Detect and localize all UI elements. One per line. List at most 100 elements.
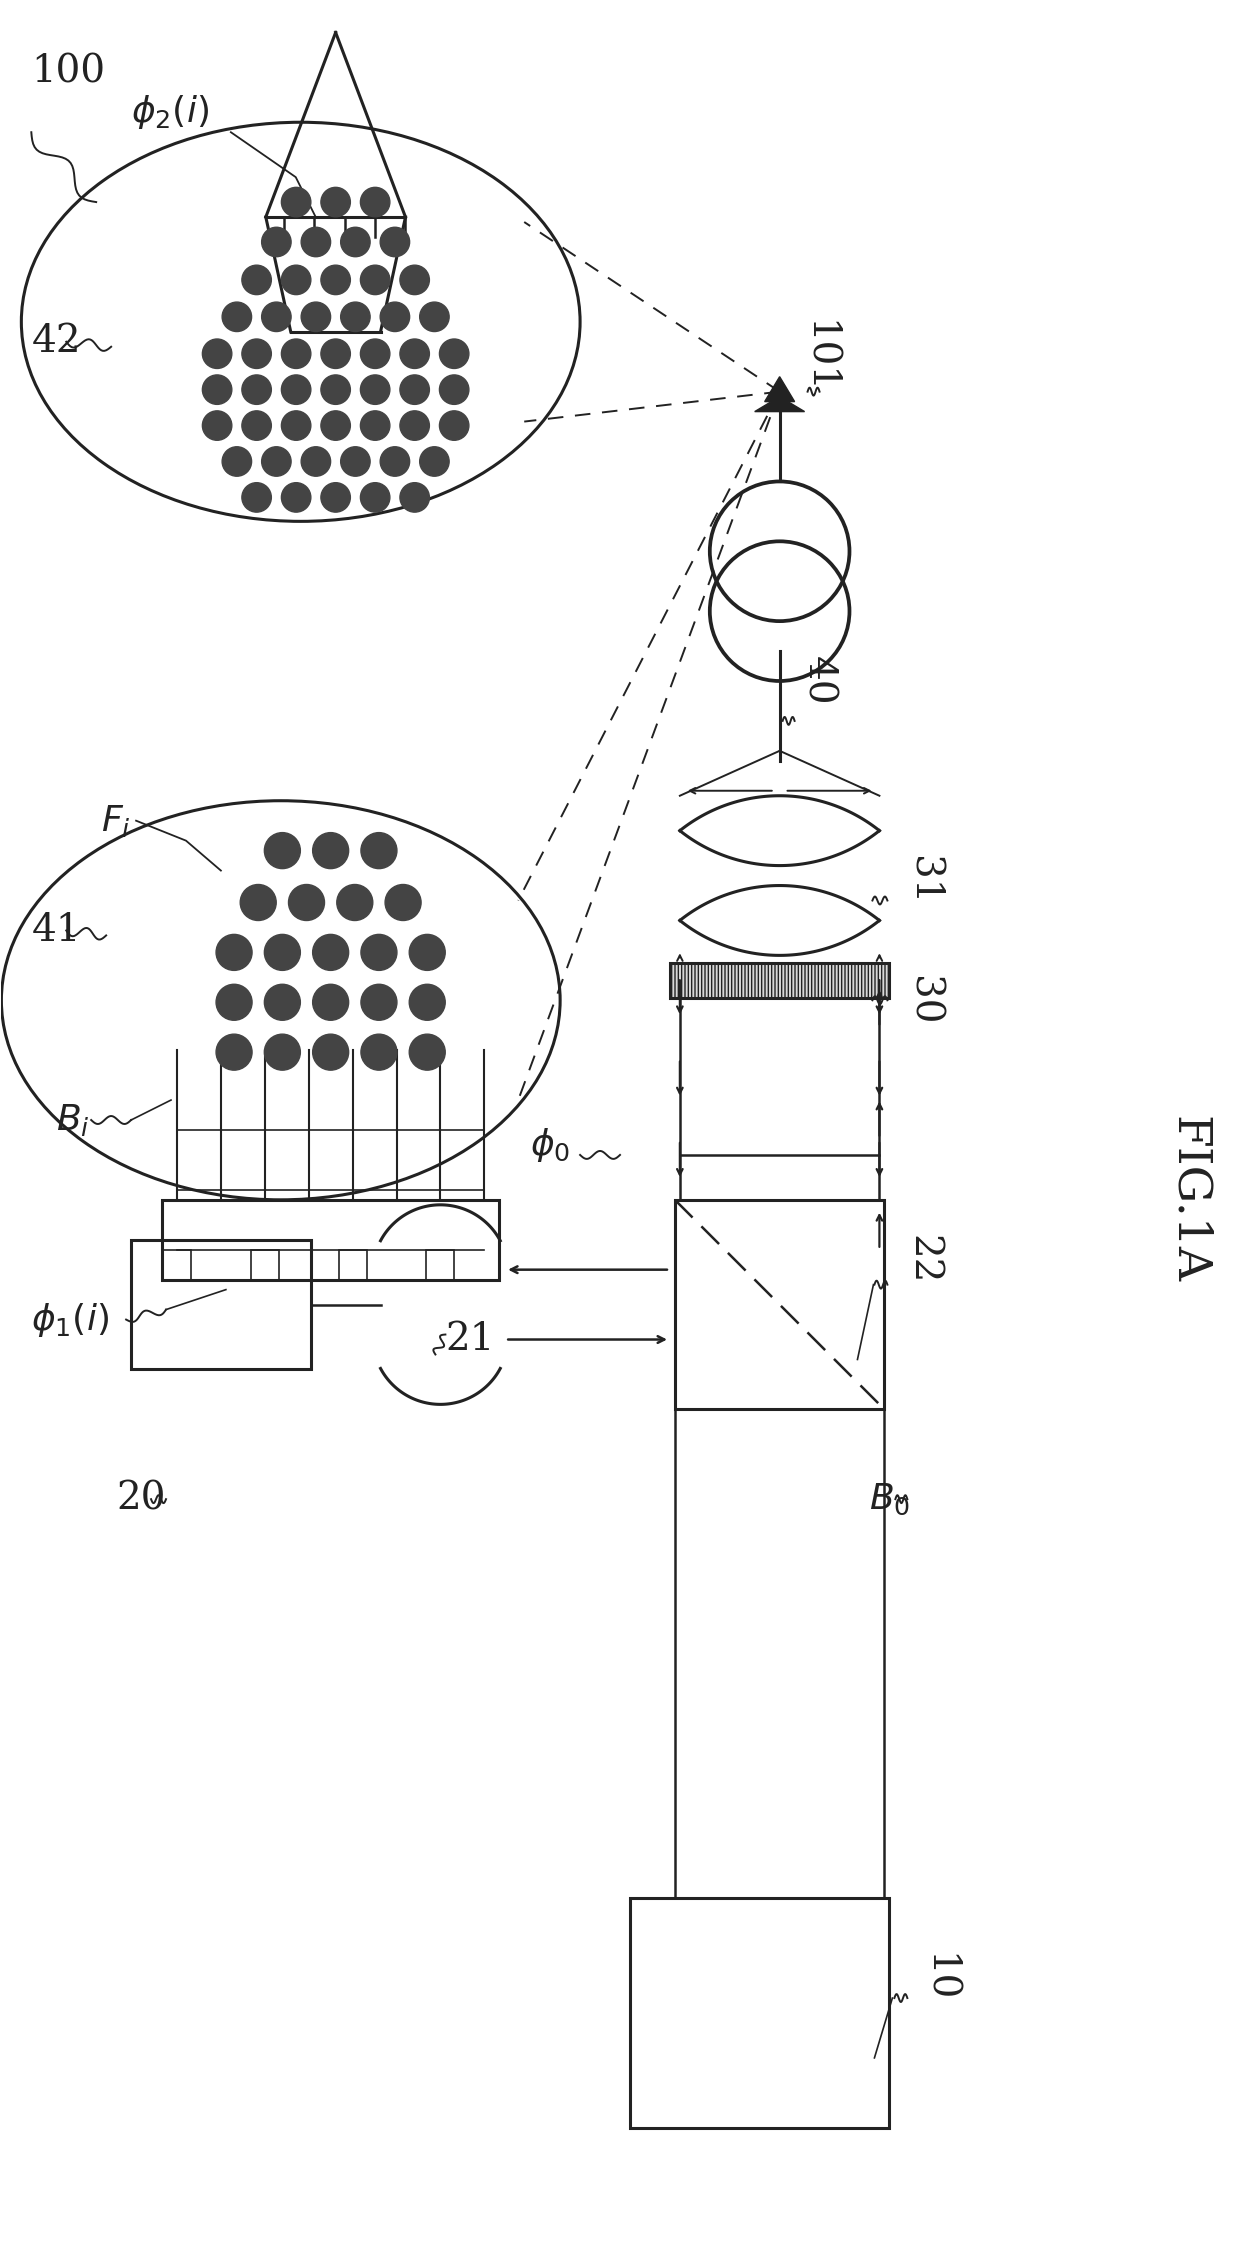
Circle shape [281,411,311,441]
Circle shape [361,265,389,294]
Circle shape [242,265,272,294]
Bar [162,1200,500,1279]
Circle shape [321,187,351,216]
Circle shape [312,1034,348,1070]
Circle shape [242,339,272,369]
Text: $\phi_0$: $\phi_0$ [531,1126,570,1164]
Circle shape [381,447,409,477]
Circle shape [262,301,291,330]
Circle shape [409,985,445,1021]
Circle shape [281,375,311,405]
Circle shape [439,339,469,369]
Circle shape [202,411,232,441]
Circle shape [321,375,351,405]
Circle shape [222,447,252,477]
Circle shape [264,985,300,1021]
Bar [250,1250,279,1279]
Circle shape [341,447,370,477]
Circle shape [216,935,252,971]
Circle shape [361,375,389,405]
Circle shape [264,1034,300,1070]
Text: 40: 40 [800,656,837,706]
Circle shape [281,339,311,369]
Circle shape [361,483,389,513]
Circle shape [439,375,469,405]
Circle shape [381,301,409,330]
Bar [427,1250,454,1279]
Circle shape [361,187,389,216]
Bar [162,1250,191,1279]
Bar [670,964,889,998]
Circle shape [409,935,445,971]
Text: $B_0$: $B_0$ [869,1481,910,1517]
Circle shape [439,411,469,441]
Bar [131,1239,311,1369]
Circle shape [321,265,351,294]
Circle shape [341,301,370,330]
Circle shape [419,447,449,477]
Circle shape [312,935,348,971]
Bar [675,1200,884,1409]
Circle shape [262,227,291,256]
Circle shape [301,227,331,256]
Circle shape [202,339,232,369]
Circle shape [361,985,397,1021]
Circle shape [321,339,351,369]
Circle shape [401,265,429,294]
Circle shape [216,1034,252,1070]
Circle shape [341,227,370,256]
Text: 101: 101 [800,319,837,393]
Circle shape [264,935,300,971]
Text: $B_i$: $B_i$ [56,1102,91,1137]
Circle shape [241,883,277,919]
Circle shape [301,447,331,477]
Bar [339,1250,367,1279]
Circle shape [401,411,429,441]
Circle shape [361,339,389,369]
Text: 30: 30 [904,976,941,1025]
Circle shape [361,832,397,868]
Circle shape [401,483,429,513]
Circle shape [321,483,351,513]
Text: 20: 20 [117,1481,166,1517]
Text: 22: 22 [904,1234,941,1284]
Circle shape [321,411,351,441]
Polygon shape [755,396,805,411]
Circle shape [337,883,373,919]
Circle shape [301,301,331,330]
Polygon shape [765,378,795,402]
Circle shape [409,1034,445,1070]
Circle shape [222,301,252,330]
Text: $\phi_2(i)$: $\phi_2(i)$ [131,92,210,130]
Text: 100: 100 [31,54,105,90]
Text: 41: 41 [31,913,81,949]
Circle shape [401,375,429,405]
Circle shape [281,265,311,294]
Text: 10: 10 [919,1954,956,2003]
Circle shape [386,883,422,919]
Circle shape [281,187,311,216]
Text: 42: 42 [31,324,81,360]
Circle shape [401,339,429,369]
Bar [630,1897,889,2129]
Circle shape [242,411,272,441]
Text: 21: 21 [445,1322,495,1358]
Text: $F_i$: $F_i$ [102,803,131,839]
Circle shape [202,375,232,405]
Text: $\phi_1(i)$: $\phi_1(i)$ [31,1302,109,1338]
Text: 31: 31 [904,856,941,906]
Circle shape [216,985,252,1021]
Circle shape [419,301,449,330]
Circle shape [361,1034,397,1070]
Circle shape [289,883,325,919]
Circle shape [312,985,348,1021]
Circle shape [361,935,397,971]
Circle shape [242,375,272,405]
Circle shape [262,447,291,477]
Circle shape [381,227,409,256]
Circle shape [361,411,389,441]
Circle shape [264,832,300,868]
Circle shape [281,483,311,513]
Text: FIG.1A: FIG.1A [1166,1117,1211,1284]
Circle shape [242,483,272,513]
